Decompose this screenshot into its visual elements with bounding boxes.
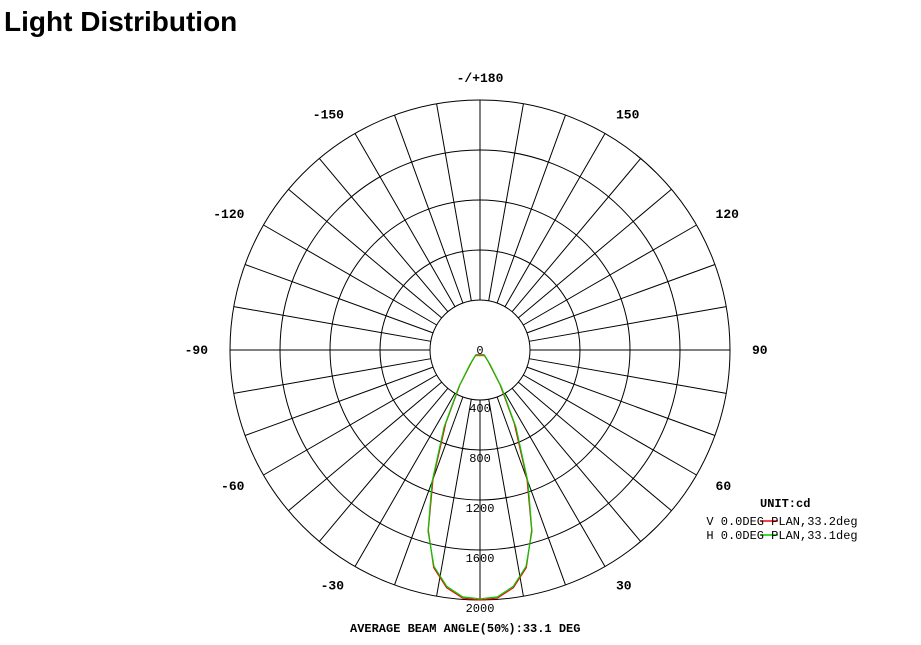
chart-footer: AVERAGE BEAM ANGLE(50%):33.1 DEG [350,622,580,636]
radial-tick-label: 800 [469,452,491,466]
radial-tick-label: 2000 [466,602,495,616]
polar-chart: -/+180-150150-120120-9090-6060-303004008… [210,80,750,620]
grid-spoke [505,133,605,306]
grid-spoke [437,104,472,301]
grid-spoke [234,359,431,394]
angle-label: -30 [321,579,345,594]
grid-spoke [263,375,436,475]
radial-tick-label: 400 [469,402,491,416]
grid-spoke [355,393,455,566]
grid-spoke [523,375,696,475]
grid-spoke [489,104,524,301]
grid-spoke [523,225,696,325]
radial-tick-label: 1200 [466,502,495,516]
angle-label: 30 [616,579,632,594]
legend-label: V 0.0DEG PLAN,33.2deg [706,515,857,529]
grid-spoke [497,115,565,303]
grid-spoke [394,115,462,303]
angle-label: 150 [616,107,640,122]
angle-label: -150 [313,107,344,122]
unit-label: UNIT:cd [760,497,810,511]
angle-label: 60 [716,479,732,494]
grid-spoke [512,158,641,311]
grid-spoke [288,382,441,511]
grid-spoke [497,397,565,585]
grid-spoke [355,133,455,306]
grid-spoke [245,367,433,435]
grid-spoke [518,382,671,511]
grid-spoke [437,399,472,596]
radial-tick-label: 1600 [466,552,495,566]
grid-spoke [263,225,436,325]
grid-spoke [529,307,726,342]
grid-spoke [234,307,431,342]
angle-label: 90 [752,343,768,358]
angle-label: -90 [185,343,209,358]
grid-spoke [505,393,605,566]
legend-label: H 0.0DEG PLAN,33.1deg [706,529,857,543]
angle-label: -/+180 [457,71,504,86]
grid-spoke [527,367,715,435]
polar-svg: -/+180-150150-120120-9090-6060-303004008… [210,80,750,640]
grid-spoke [489,399,524,596]
page-title: Light Distribution [4,6,237,38]
grid-spoke [529,359,726,394]
grid-spoke [527,264,715,332]
grid-spoke [245,264,433,332]
grid-spoke [394,397,462,585]
angle-label: 120 [716,207,740,222]
grid-spoke [319,158,448,311]
angle-label: -120 [213,207,244,222]
angle-label: -60 [221,479,245,494]
grid-spoke [518,189,671,318]
grid-spoke [288,189,441,318]
